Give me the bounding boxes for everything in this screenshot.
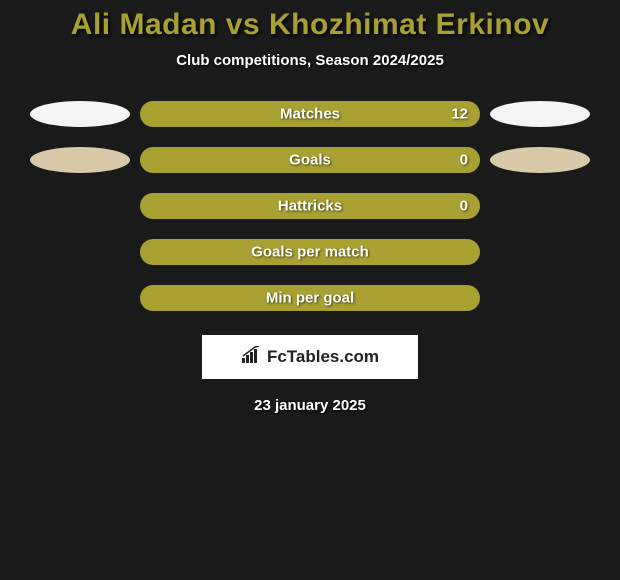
subtitle: Club competitions, Season 2024/2025: [176, 52, 444, 69]
stat-bar-matches: Matches 12: [140, 101, 480, 127]
page-title: Ali Madan vs Khozhimat Erkinov: [71, 8, 549, 42]
stat-row-mpg: Min per goal: [0, 285, 620, 311]
attribution-logo[interactable]: FcTables.com: [202, 335, 418, 379]
stat-row-matches: Matches 12: [0, 101, 620, 127]
player1-marker: [30, 101, 130, 127]
stat-label: Hattricks: [278, 198, 342, 215]
comparison-card: Ali Madan vs Khozhimat Erkinov Club comp…: [0, 0, 620, 414]
stat-label: Min per goal: [266, 290, 354, 307]
stat-value-right: 12: [451, 106, 468, 123]
stat-label: Matches: [280, 106, 340, 123]
stat-bar-gpm: Goals per match: [140, 239, 480, 265]
stat-row-goals: Goals 0: [0, 147, 620, 173]
stat-bar-goals: Goals 0: [140, 147, 480, 173]
stat-value-right: 0: [460, 152, 468, 169]
stat-label: Goals: [289, 152, 331, 169]
player1-marker: [30, 147, 130, 173]
stat-label: Goals per match: [251, 244, 369, 261]
chart-icon: [241, 346, 263, 369]
player2-marker: [490, 147, 590, 173]
player2-marker: [490, 101, 590, 127]
logo-label: FcTables.com: [267, 347, 379, 367]
logo-text: FcTables.com: [241, 346, 379, 369]
stat-bar-hattricks: Hattricks 0: [140, 193, 480, 219]
stat-row-gpm: Goals per match: [0, 239, 620, 265]
snapshot-date: 23 january 2025: [254, 397, 366, 414]
stat-value-right: 0: [460, 198, 468, 215]
stat-row-hattricks: Hattricks 0: [0, 193, 620, 219]
stat-bar-mpg: Min per goal: [140, 285, 480, 311]
